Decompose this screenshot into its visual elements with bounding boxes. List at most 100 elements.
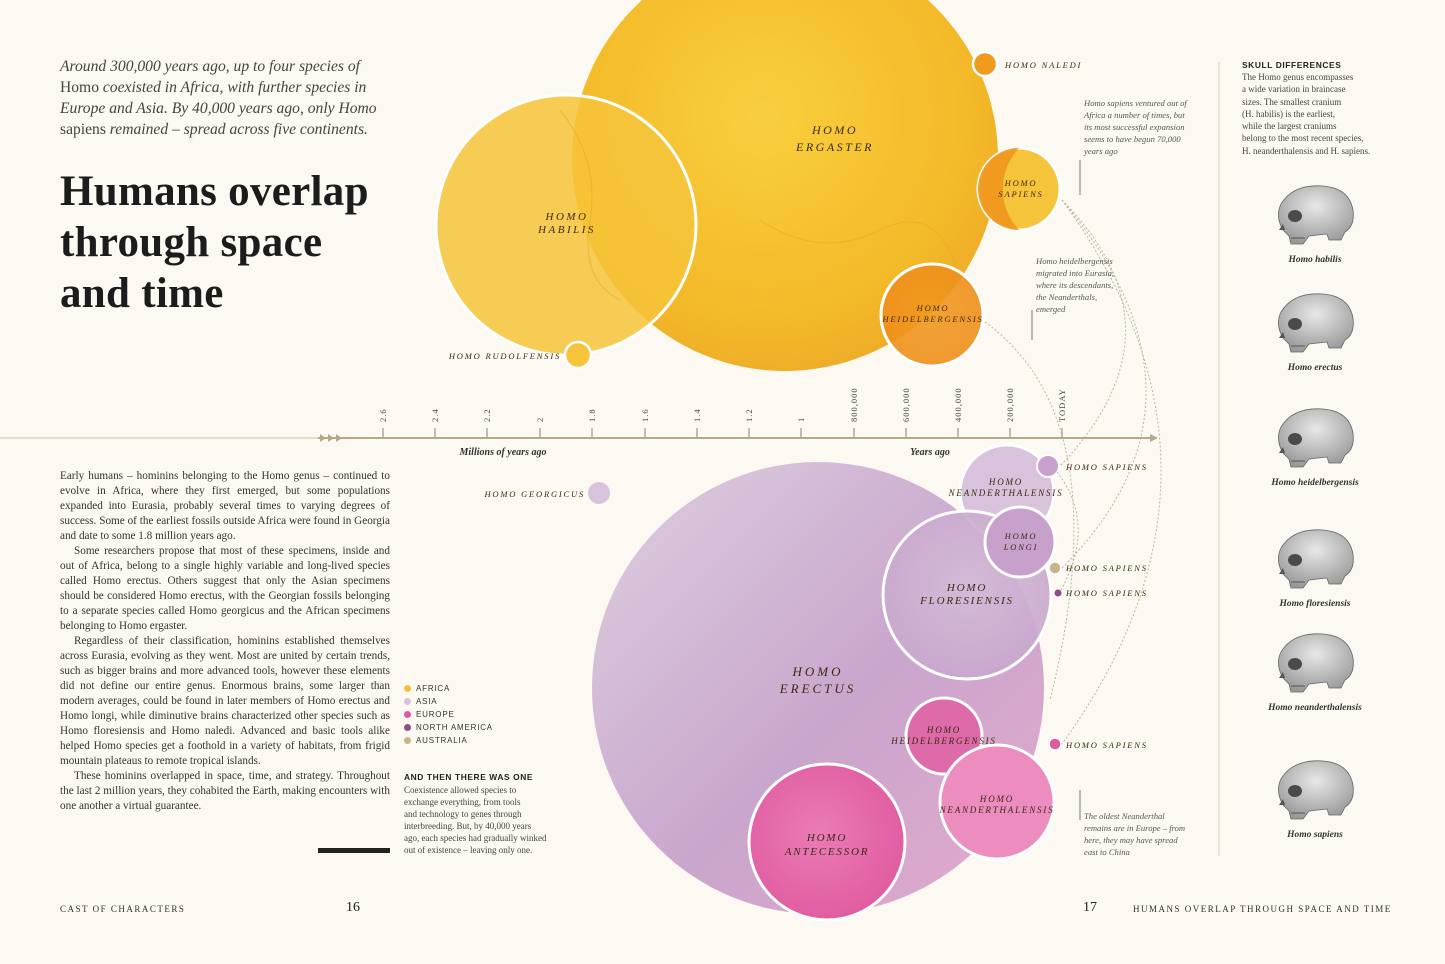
body-paragraph: Early humans – hominins belonging to the… <box>60 470 390 542</box>
europe-swatch-icon <box>404 711 411 718</box>
sapiens-north-america-dot <box>1054 589 1062 597</box>
page-number-left: 16 <box>346 900 360 915</box>
timeline-ticks: 2.6 2.4 2.2 2 1.8 1.6 1.4 1.2 1 800,000 600,000 400… <box>378 387 1067 438</box>
species-label: HOMO <box>806 832 847 844</box>
species-label: ERGASTER <box>795 140 874 154</box>
neanderthalensis-europe-circle <box>938 743 1056 861</box>
decorative-rule <box>318 848 390 853</box>
skull-label: Homo erectus <box>1287 363 1343 373</box>
heidelbergensis-annotation: Homo heidelbergensis migrated into Euras… <box>1036 256 1115 314</box>
sapiens-australia-dot <box>1048 561 1062 575</box>
north-america-swatch-icon <box>404 724 411 731</box>
footer-right: HUMANS OVERLAP THROUGH SPACE AND TIME <box>1133 904 1392 914</box>
skull-label: Homo sapiens <box>1287 830 1343 840</box>
region-legend: AFRICA ASIA EUROPE NORTH AMERICA AUSTRAL… <box>404 682 493 747</box>
species-label: HOMO RUDOLFENSIS <box>448 351 561 361</box>
skull-icon <box>1278 293 1354 353</box>
species-label: HOMO <box>1004 531 1038 541</box>
species-label: HOMO <box>545 211 589 223</box>
skull-icon <box>1278 760 1354 820</box>
australia-swatch-icon <box>404 737 411 744</box>
page-title: Humans overlap through space and time <box>60 168 369 317</box>
skull-figure: Homo habilis <box>1245 180 1385 265</box>
tick-label-million: 1.2 <box>744 408 754 422</box>
tick-label-million: 2.2 <box>482 408 492 422</box>
species-label: HOMO SAPIENS <box>1065 462 1148 472</box>
africa-swatch-icon <box>404 685 411 692</box>
tick-label-years: 200,000 <box>1005 387 1015 422</box>
species-label: HOMO <box>988 477 1023 487</box>
tick-label-years: 400,000 <box>953 387 963 422</box>
sapiens-annotation: Homo sapiens ventured out of Africa a nu… <box>1084 98 1187 156</box>
species-label: ANTECESSOR <box>784 846 870 858</box>
axis-chevrons <box>320 434 342 442</box>
species-label: HOMO GEORGICUS <box>483 489 585 499</box>
neanderthal-annotation: The oldest Neanderthal remains are in Eu… <box>1084 811 1186 857</box>
tick-label-million: 1.4 <box>692 408 702 422</box>
intro-paragraph: Around 300,000 years ago, up to four spe… <box>60 58 377 138</box>
tick-label-years: 600,000 <box>901 387 911 422</box>
and-then-box: AND THEN THERE WAS ONE Coexistence allow… <box>404 772 547 855</box>
body-paragraph: Some researchers propose that most of th… <box>60 545 390 632</box>
skull-figure: Homo sapiens <box>1245 755 1385 840</box>
species-label: NEANDERTHALENSIS <box>939 805 1055 815</box>
body-paragraph: Regardless of their classification, homi… <box>60 635 390 767</box>
species-label: ERECTUS <box>779 681 857 696</box>
species-label: LONGI <box>1003 542 1039 552</box>
tick-label-million: 1.8 <box>587 408 597 422</box>
rudolfensis-circle <box>563 340 593 370</box>
skull-icon <box>1278 408 1354 468</box>
skull-figure: Homo neanderthalensis <box>1245 628 1385 713</box>
tick-label-million: 1.6 <box>640 408 650 422</box>
legend-item: NORTH AMERICA <box>404 721 493 734</box>
naledi-circle <box>971 50 999 78</box>
skull-figure: Homo erectus <box>1245 288 1385 373</box>
legend-item: AUSTRALIA <box>404 734 493 747</box>
species-label: FLORESIENSIS <box>919 595 1014 607</box>
body-text: Early humans – hominins belonging to the… <box>60 469 390 814</box>
species-label: HOMO SAPIENS <box>1065 740 1148 750</box>
legend-item: EUROPE <box>404 708 493 721</box>
skull-figure: Homo heidelbergensis <box>1245 403 1385 488</box>
migration-arcs <box>984 199 1162 745</box>
skull-label: Homo habilis <box>1288 255 1342 265</box>
skull-label: Homo floresiensis <box>1279 599 1351 609</box>
antecessor-circle <box>747 762 907 922</box>
sapiens-europe-dot <box>1048 737 1062 751</box>
sapiens-asia-dot <box>1036 454 1060 478</box>
species-label: HOMO <box>979 794 1014 804</box>
legend-item: AFRICA <box>404 682 493 695</box>
footer-left: CAST OF CHARACTERS <box>60 904 186 914</box>
tick-label-million: 2.4 <box>430 408 440 422</box>
page-number-right: 17 <box>1083 900 1097 915</box>
sapiens-overlap <box>978 148 1019 230</box>
species-label: HABILIS <box>537 224 596 236</box>
tick-label-million: 2.6 <box>378 408 388 422</box>
texture-line <box>759 219 961 281</box>
legend-item: ASIA <box>404 695 493 708</box>
years-axis-label: Years ago <box>910 447 950 458</box>
species-label: HOMO <box>916 303 950 313</box>
species-label: HEIDELBERGENSIS <box>890 736 997 746</box>
species-label: HOMO SAPIENS <box>1065 563 1148 573</box>
texture-line <box>559 109 621 301</box>
axis-arrow-icon <box>1150 434 1158 442</box>
species-label: HOMO NALEDI <box>1004 60 1082 70</box>
millions-axis-label: Millions of years ago <box>459 447 547 458</box>
georgicus-circle <box>588 482 610 504</box>
tick-label-years: TODAY <box>1057 388 1067 422</box>
species-label: HOMO <box>811 123 858 137</box>
longi-circle <box>983 505 1057 579</box>
tick-label-million: 1 <box>796 417 806 422</box>
species-label: NEANDERTHALENSIS <box>948 488 1064 498</box>
skull-icon <box>1278 633 1354 693</box>
species-label: HOMO SAPIENS <box>1065 588 1148 598</box>
skull-label: Homo neanderthalensis <box>1268 703 1362 713</box>
body-paragraph: These hominins overlapped in space, time… <box>60 770 390 812</box>
skull-differences-box: SKULL DIFFERENCES The Homo genus encompa… <box>1242 60 1371 156</box>
species-label: HOMO <box>792 664 844 679</box>
skull-figure: Homo floresiensis <box>1245 524 1385 609</box>
heidelbergensis-africa-circle <box>879 262 985 368</box>
skull-icon <box>1278 529 1354 589</box>
